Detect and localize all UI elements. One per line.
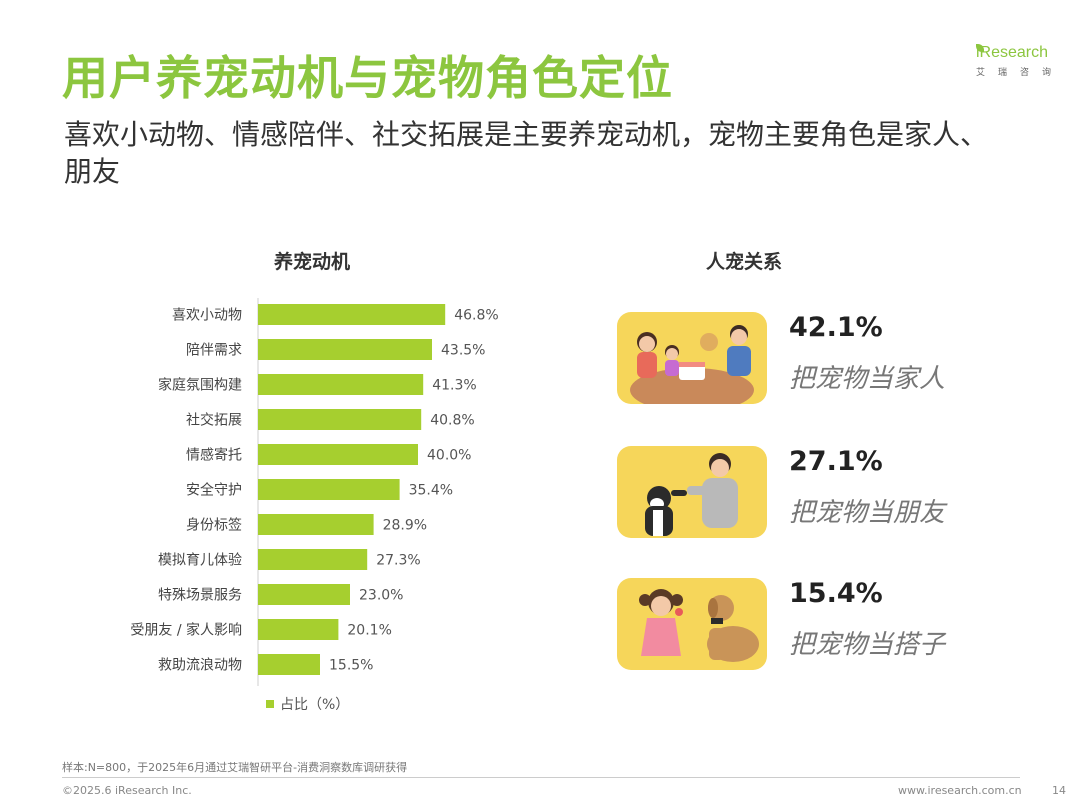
iresearch-logo: iResearch 艾瑞咨询 — [976, 44, 1068, 88]
data-label: 23.0% — [359, 588, 403, 604]
data-label: 15.5% — [329, 658, 373, 674]
category-label: 救助流浪动物 — [158, 658, 242, 674]
bar — [258, 374, 424, 395]
footer-divider — [62, 777, 1020, 778]
family-illustration — [617, 312, 767, 404]
partner-illustration — [617, 578, 767, 670]
motivation-bar-chart: 喜欢小动物 46.8% 陪伴需求 43.5% 家庭氛围构建 41.3% 社交拓展 40.8% 情… — [130, 298, 499, 686]
motivation-section-title: 养宠动机 — [274, 251, 351, 273]
website-url: www.iresearch.com.cn — [898, 784, 1022, 797]
copyright: ©2025.6 iResearch Inc. — [62, 784, 192, 797]
relation-pct: 15.4% — [789, 578, 883, 609]
relation-pct: 27.1% — [789, 446, 883, 477]
bar — [258, 444, 418, 465]
relation-section-title: 人宠关系 — [706, 251, 783, 273]
data-label: 35.4% — [409, 483, 453, 499]
data-label: 46.8% — [454, 308, 498, 324]
data-label: 43.5% — [441, 343, 485, 359]
relation-item-partner: 15.4% 把宠物当搭子 — [617, 578, 1037, 670]
bar — [258, 619, 339, 640]
legend-label: 占比（%） — [280, 697, 350, 713]
bar — [258, 409, 422, 430]
category-label: 家庭氛围构建 — [158, 377, 242, 394]
category-label: 情感寄托 — [186, 447, 242, 464]
page-number: 14 — [1052, 784, 1066, 797]
data-label: 40.8% — [430, 413, 474, 429]
page-title: 用户养宠动机与宠物角色定位 — [62, 51, 673, 105]
legend-swatch — [266, 700, 274, 708]
category-label: 喜欢小动物 — [172, 308, 242, 324]
bar — [258, 654, 320, 675]
bar — [258, 304, 446, 325]
page-subtitle: 喜欢小动物、情感陪伴、社交拓展是主要养宠动机，宠物主要角色是家人、朋友 — [64, 118, 989, 188]
friend-illustration — [617, 446, 767, 538]
bar — [258, 479, 400, 500]
logo-cn: 艾瑞咨询 — [976, 68, 1065, 78]
relation-desc: 把宠物当朋友 — [789, 498, 946, 528]
category-label: 身份标签 — [186, 517, 242, 534]
bar — [258, 584, 350, 605]
relation-desc: 把宠物当家人 — [789, 364, 946, 394]
relation-desc: 把宠物当搭子 — [789, 630, 946, 660]
chart-legend: 占比（%） — [266, 694, 349, 714]
data-label: 40.0% — [427, 448, 471, 464]
bar — [258, 339, 432, 360]
data-label: 20.1% — [347, 623, 391, 639]
sample-note: 样本:N=800，于2025年6月通过艾瑞智研平台-消费洞察数库调研获得 — [62, 761, 408, 774]
data-label: 27.3% — [376, 553, 420, 569]
category-label: 模拟育儿体验 — [158, 553, 242, 569]
bar — [258, 549, 368, 570]
relation-pct: 42.1% — [789, 312, 883, 343]
category-label: 安全守护 — [186, 482, 242, 499]
bar — [258, 514, 374, 535]
logo-leaf-icon — [976, 44, 984, 52]
relation-item-family: 42.1% 把宠物当家人 — [617, 312, 1037, 404]
category-label: 社交拓展 — [186, 412, 242, 429]
data-label: 28.9% — [383, 518, 427, 534]
category-label: 受朋友 / 家人影响 — [130, 622, 242, 639]
relation-item-friend: 27.1% 把宠物当朋友 — [617, 446, 1037, 538]
category-label: 陪伴需求 — [186, 343, 242, 359]
data-label: 41.3% — [432, 378, 476, 394]
category-label: 特殊场景服务 — [158, 588, 242, 604]
logo-brand: iResearch — [976, 44, 1049, 61]
